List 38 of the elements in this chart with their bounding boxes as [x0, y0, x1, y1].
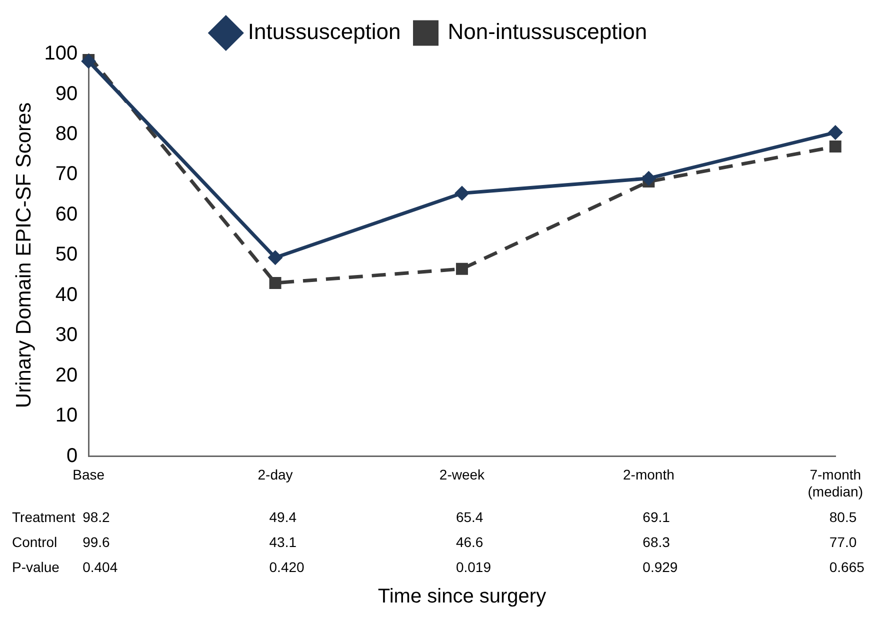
data-label: 77.0 [829, 534, 857, 550]
legend-label: Non-intussusception [448, 19, 648, 44]
x-tick-label: 7-month (median) [808, 466, 864, 500]
y-tick-label: 20 [55, 364, 78, 386]
y-tick-label: 80 [55, 122, 78, 145]
x-tick-label: 2-week [439, 466, 486, 483]
y-tick-label: 70 [55, 163, 78, 186]
data-label: 80.5 [829, 508, 857, 525]
y-tick-label: 0 [66, 444, 78, 467]
y-tick-label: 10 [55, 404, 78, 427]
data-label: 46.6 [456, 534, 484, 550]
y-tick-label: 90 [55, 82, 78, 105]
y-tick-label: 60 [55, 203, 78, 226]
text: P-value [12, 558, 60, 575]
data-label: 65.4 [456, 508, 484, 525]
y-axis-title: Urinary Domain EPIC-SF Scores [12, 102, 36, 408]
text: 0.420 [269, 558, 305, 575]
data-label: 43.1 [269, 534, 297, 550]
x-tick-label: 2-day [258, 466, 293, 483]
data-label: 68.3 [642, 534, 670, 550]
text: 0.404 [82, 558, 118, 575]
y-tick-label: 30 [55, 324, 78, 346]
legend-label: Intussusception [248, 19, 401, 44]
x-tick-label: Base [72, 466, 105, 483]
x-tick-label: 2-month [622, 466, 674, 483]
text: 0.019 [456, 558, 492, 575]
text: 0.665 [829, 558, 865, 575]
data-label: 98.2 [82, 508, 110, 525]
x-axis-title: Time since surgery [378, 586, 546, 608]
data-label: 49.4 [269, 508, 297, 525]
y-tick-label: 100 [44, 42, 78, 65]
text: Treatment [12, 508, 76, 525]
data-label: 99.6 [82, 534, 110, 550]
text: Control [12, 534, 58, 550]
y-tick-label: 50 [55, 244, 78, 266]
data-label: 69.1 [642, 508, 670, 525]
y-tick-label: 40 [55, 284, 78, 306]
text: 0.929 [642, 558, 678, 575]
